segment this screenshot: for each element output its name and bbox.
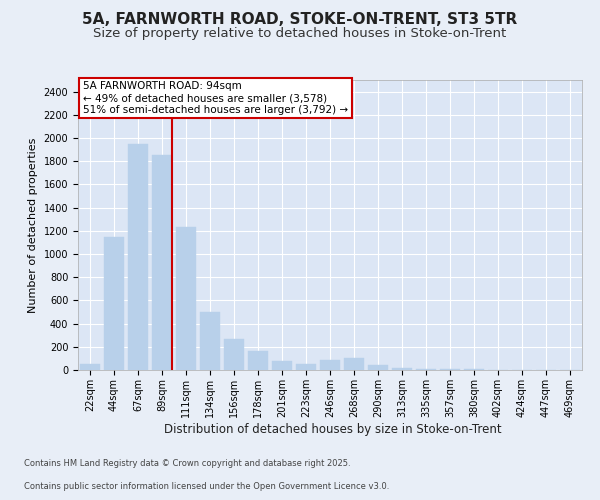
Bar [104, 236, 124, 370]
Text: Distribution of detached houses by size in Stoke-on-Trent: Distribution of detached houses by size … [164, 422, 502, 436]
Y-axis label: Number of detached properties: Number of detached properties [28, 138, 38, 312]
Bar [224, 340, 244, 370]
Bar [272, 362, 292, 370]
Bar [416, 369, 436, 370]
Bar [248, 351, 268, 370]
Bar [344, 358, 364, 370]
Text: 5A FARNWORTH ROAD: 94sqm
← 49% of detached houses are smaller (3,578)
51% of sem: 5A FARNWORTH ROAD: 94sqm ← 49% of detach… [83, 82, 348, 114]
Bar [80, 364, 100, 370]
Bar [152, 156, 172, 370]
Text: Contains public sector information licensed under the Open Government Licence v3: Contains public sector information licen… [24, 482, 389, 491]
Text: Size of property relative to detached houses in Stoke-on-Trent: Size of property relative to detached ho… [94, 28, 506, 40]
Bar [200, 312, 220, 370]
Text: Contains HM Land Registry data © Crown copyright and database right 2025.: Contains HM Land Registry data © Crown c… [24, 458, 350, 468]
Bar [176, 228, 196, 370]
Bar [392, 368, 412, 370]
Bar [368, 365, 388, 370]
Text: 5A, FARNWORTH ROAD, STOKE-ON-TRENT, ST3 5TR: 5A, FARNWORTH ROAD, STOKE-ON-TRENT, ST3 … [82, 12, 518, 28]
Bar [128, 144, 148, 370]
Bar [320, 360, 340, 370]
Bar [296, 364, 316, 370]
